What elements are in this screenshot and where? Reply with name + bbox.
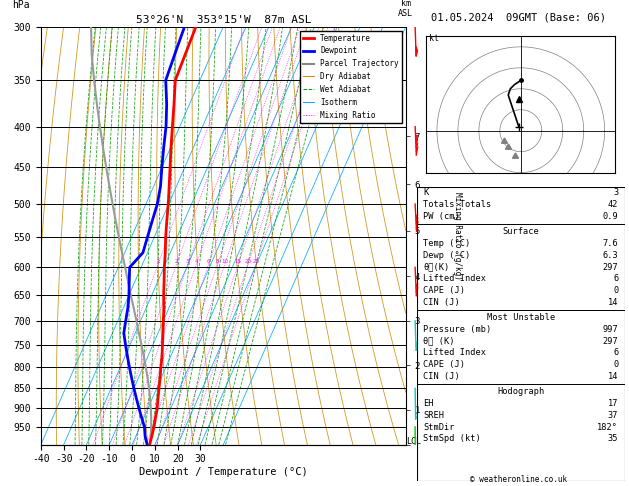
Text: Most Unstable: Most Unstable — [487, 313, 555, 322]
Text: StmSpd (kt): StmSpd (kt) — [423, 434, 481, 443]
Text: 0: 0 — [613, 360, 618, 369]
Text: CIN (J): CIN (J) — [423, 298, 460, 307]
Text: SREH: SREH — [423, 411, 444, 420]
Text: EH: EH — [423, 399, 434, 408]
Text: Hodograph: Hodograph — [497, 387, 545, 396]
Text: CAPE (J): CAPE (J) — [423, 286, 465, 295]
Text: 4: 4 — [194, 260, 198, 264]
Text: 0.9: 0.9 — [603, 212, 618, 221]
Text: 8: 8 — [216, 260, 220, 264]
Text: 297: 297 — [603, 262, 618, 272]
Text: 35: 35 — [608, 434, 618, 443]
Text: StmDir: StmDir — [423, 422, 455, 432]
Text: 42: 42 — [608, 200, 618, 209]
Text: 2: 2 — [175, 260, 178, 264]
Text: Surface: Surface — [503, 227, 539, 236]
Text: 14: 14 — [608, 298, 618, 307]
Text: PW (cm): PW (cm) — [423, 212, 460, 221]
Text: K: K — [423, 189, 428, 197]
Text: Lifted Index: Lifted Index — [423, 348, 486, 357]
Text: 20: 20 — [245, 260, 252, 264]
Text: Pressure (mb): Pressure (mb) — [423, 325, 491, 334]
Text: 182°: 182° — [598, 422, 618, 432]
Title: 53°26'N  353°15'W  87m ASL: 53°26'N 353°15'W 87m ASL — [135, 15, 311, 25]
Text: 15: 15 — [235, 260, 242, 264]
Text: 0: 0 — [613, 286, 618, 295]
Text: 6: 6 — [613, 275, 618, 283]
Text: km
ASL: km ASL — [398, 0, 413, 18]
Text: © weatheronline.co.uk: © weatheronline.co.uk — [470, 474, 567, 484]
Text: 6: 6 — [207, 260, 210, 264]
Text: Lifted Index: Lifted Index — [423, 275, 486, 283]
Text: Mixing Ratio (g/kg): Mixing Ratio (g/kg) — [453, 192, 462, 279]
Text: kt: kt — [428, 34, 438, 43]
Text: 6: 6 — [613, 348, 618, 357]
Text: θᴄ(K): θᴄ(K) — [423, 262, 450, 272]
Text: 7.6: 7.6 — [603, 239, 618, 248]
Text: 01.05.2024  09GMT (Base: 06): 01.05.2024 09GMT (Base: 06) — [431, 12, 606, 22]
Text: LCL: LCL — [406, 437, 421, 446]
Text: hPa: hPa — [12, 0, 30, 10]
Text: 3: 3 — [186, 260, 189, 264]
Text: CIN (J): CIN (J) — [423, 372, 460, 381]
Text: 17: 17 — [608, 399, 618, 408]
Text: 10: 10 — [221, 260, 228, 264]
Polygon shape — [416, 46, 418, 56]
Text: CAPE (J): CAPE (J) — [423, 360, 465, 369]
Text: 6.3: 6.3 — [603, 251, 618, 260]
Text: 3: 3 — [613, 189, 618, 197]
Text: 997: 997 — [603, 325, 618, 334]
Text: 297: 297 — [603, 337, 618, 346]
Text: 14: 14 — [608, 372, 618, 381]
Text: Totals Totals: Totals Totals — [423, 200, 491, 209]
Text: 1: 1 — [156, 260, 160, 264]
Text: Temp (°C): Temp (°C) — [423, 239, 470, 248]
X-axis label: Dewpoint / Temperature (°C): Dewpoint / Temperature (°C) — [139, 467, 308, 477]
Text: θᴄ (K): θᴄ (K) — [423, 337, 455, 346]
Text: 25: 25 — [252, 260, 259, 264]
Legend: Temperature, Dewpoint, Parcel Trajectory, Dry Adiabat, Wet Adiabat, Isotherm, Mi: Temperature, Dewpoint, Parcel Trajectory… — [299, 31, 402, 122]
Text: 37: 37 — [608, 411, 618, 420]
Text: Dewp (°C): Dewp (°C) — [423, 251, 470, 260]
